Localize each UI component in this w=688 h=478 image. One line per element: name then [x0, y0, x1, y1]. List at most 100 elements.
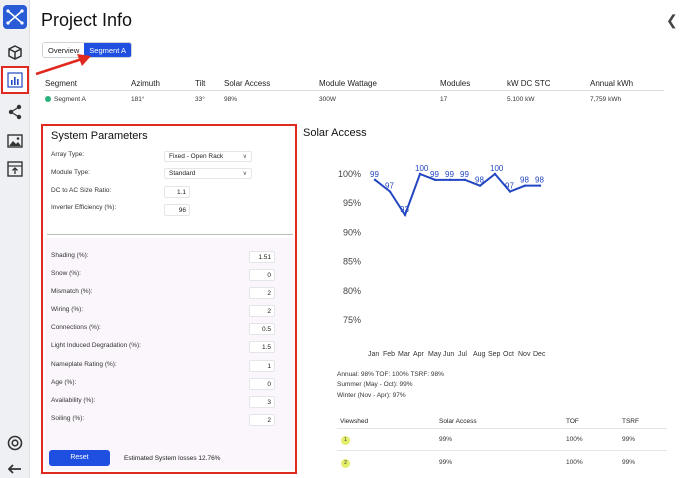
age-label: Age (%): — [51, 379, 77, 386]
data-label: 97 — [505, 182, 514, 191]
nameplate-input[interactable]: 1 — [249, 360, 275, 372]
tof-col-header: TOF — [566, 418, 579, 425]
y-tick-label: 95% — [343, 198, 361, 208]
array-type-label: Array Type: — [51, 151, 85, 158]
array-type-select[interactable]: Fixed - Open Rack ∨ — [164, 151, 252, 162]
winter-stats: Winter (Nov - Apr): 97% — [337, 392, 406, 399]
data-point — [403, 213, 407, 217]
availability-input[interactable]: 3 — [249, 396, 275, 408]
reset-button[interactable]: Reset — [49, 450, 110, 466]
wiring-input[interactable]: 2 — [249, 305, 275, 317]
x-tick-label: Oct — [503, 351, 514, 358]
divider — [337, 450, 667, 451]
wiring-label: Wiring (%): — [51, 306, 84, 313]
collapse-panel-icon[interactable]: ❮ — [666, 12, 678, 28]
module-type-select[interactable]: Standard ∨ — [164, 168, 252, 179]
mismatch-input[interactable]: 2 — [249, 287, 275, 299]
solar-access-col-header: Solar Access — [439, 418, 477, 425]
x-tick-label: Dec — [533, 351, 546, 358]
divider — [44, 90, 664, 91]
table-row[interactable]: Segment A — [45, 96, 86, 103]
tilt-value: 33° — [195, 96, 205, 103]
kw-dc-col-header: kW DC STC — [507, 79, 551, 88]
bar-chart-icon[interactable] — [6, 71, 24, 89]
shading-input[interactable]: 1.51 — [249, 251, 275, 263]
array-type-value: Fixed - Open Rack — [169, 153, 224, 160]
module-wattage-col-header: Module Wattage — [319, 79, 377, 88]
annual-kwh-col-header: Annual kWh — [590, 79, 634, 88]
tsrf-col-header: TSRF — [622, 418, 639, 425]
module-wattage-value: 300W — [319, 96, 336, 103]
share-icon[interactable] — [6, 103, 24, 121]
tab-segment-a[interactable]: Segment A — [84, 43, 131, 57]
app-logo-icon[interactable] — [3, 5, 27, 29]
viewshed-tof: 100% — [566, 459, 583, 466]
system-parameters-title: System Parameters — [51, 130, 148, 142]
y-tick-label: 80% — [343, 286, 361, 296]
lid-input[interactable]: 1.5 — [249, 341, 275, 353]
help-icon[interactable] — [6, 434, 24, 452]
cube-icon[interactable] — [6, 44, 24, 62]
x-tick-label: Feb — [383, 351, 395, 358]
divider — [47, 234, 293, 235]
y-tick-label: 90% — [343, 227, 361, 237]
page-title: Project Info — [41, 10, 133, 30]
connections-label: Connections (%): — [51, 324, 101, 331]
system-parameters-panel: System Parameters Array Type: Fixed - Op… — [41, 124, 297, 474]
data-label: 98 — [535, 176, 544, 185]
chevron-down-icon: ∨ — [242, 154, 247, 160]
data-label: 99 — [445, 170, 454, 179]
inverter-efficiency-label: Inverter Efficiency (%): — [51, 204, 117, 211]
x-tick-label: May — [428, 351, 442, 358]
data-point — [448, 178, 452, 182]
divider — [337, 428, 667, 429]
module-type-value: Standard — [169, 170, 196, 177]
y-tick-label: 100% — [338, 169, 361, 179]
dc-ac-ratio-label: DC to AC Size Ratio: — [51, 187, 112, 194]
snow-input[interactable]: 0 — [249, 269, 275, 281]
inverter-efficiency-input[interactable]: 96 — [164, 204, 190, 216]
solar-access-title: Solar Access — [303, 127, 367, 139]
estimated-losses: Estimated System losses 12.76% — [124, 455, 221, 462]
back-arrow-icon[interactable] — [6, 460, 24, 478]
data-point — [538, 184, 542, 187]
modules-col-header: Modules — [440, 79, 471, 88]
viewshed-col-header: Viewshed — [340, 418, 369, 425]
data-point — [523, 184, 527, 187]
data-point — [463, 178, 467, 182]
data-label: 100 — [415, 164, 429, 173]
age-input[interactable]: 0 — [249, 378, 275, 390]
soiling-input[interactable]: 2 — [249, 414, 275, 426]
series-line — [374, 172, 540, 218]
viewshed-tof: 100% — [566, 436, 583, 443]
x-tick-label: Jun — [443, 351, 454, 358]
viewshed-tsrf: 99% — [622, 436, 636, 443]
x-tick-label: Apr — [413, 351, 425, 358]
data-point — [478, 184, 482, 187]
segment-tabs: Overview Segment A — [42, 42, 132, 58]
modules-value: 17 — [440, 96, 448, 103]
tilt-col-header: Tilt — [195, 79, 206, 88]
viewshed-badge[interactable]: 2 — [341, 459, 350, 468]
y-tick-label: 85% — [343, 257, 361, 267]
dc-ac-ratio-input[interactable]: 1.1 — [164, 186, 190, 198]
tab-overview[interactable]: Overview — [43, 43, 85, 57]
x-tick-label: Jul — [458, 351, 467, 358]
module-type-label: Module Type: — [51, 169, 90, 176]
viewshed-badge[interactable]: 1 — [341, 436, 350, 445]
image-icon[interactable] — [6, 132, 24, 150]
viewshed-solar-access: 99% — [439, 436, 453, 443]
upload-icon[interactable] — [6, 160, 24, 178]
shading-label: Shading (%): — [51, 252, 89, 259]
connections-input[interactable]: 0.5 — [249, 323, 275, 335]
data-point — [493, 172, 497, 176]
sidebar — [0, 0, 30, 478]
data-label: 99 — [430, 170, 439, 179]
y-tick-label: 75% — [343, 315, 361, 325]
data-label: 99 — [460, 170, 469, 179]
data-label: 98 — [475, 176, 484, 185]
x-tick-label: Mar — [398, 351, 411, 358]
annual-kwh-value: 7,759 kWh — [590, 96, 622, 103]
x-tick-label: Jan — [368, 351, 379, 358]
